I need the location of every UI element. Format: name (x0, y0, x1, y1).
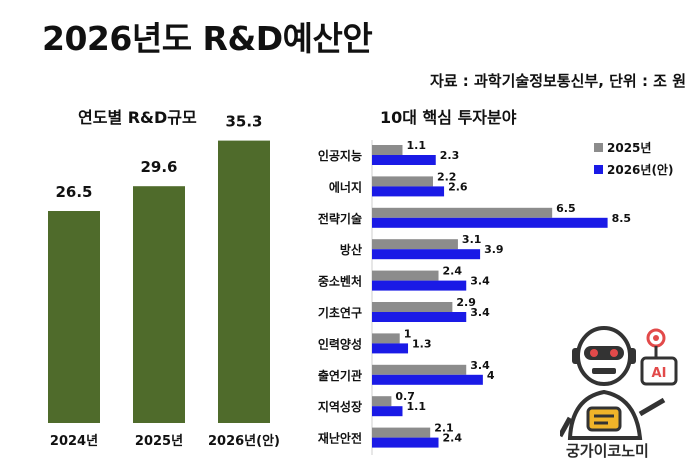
sector-category-label: 에너지 (329, 179, 362, 194)
value-label-2026: 2.4 (443, 432, 463, 445)
year-bar (133, 186, 185, 423)
bar-2025 (372, 364, 467, 375)
year-category-label: 2024년 (50, 434, 98, 449)
bar-2026 (372, 217, 608, 228)
bar-2026 (372, 186, 445, 197)
value-label-2025: 1 (404, 327, 412, 340)
bar-2025 (372, 427, 431, 438)
page-title: 2026년도 R&D예산안 (42, 19, 373, 58)
value-label-2025: 2.2 (437, 170, 457, 183)
bar-2025 (372, 176, 433, 187)
bar-2025 (372, 145, 403, 155)
bar-2025 (372, 207, 553, 218)
svg-text:AI: AI (652, 366, 667, 381)
value-label-2026: 3.4 (470, 306, 490, 319)
sector-category-label: 출연기관 (318, 368, 362, 383)
bar-2026 (372, 343, 409, 354)
value-label-2026: 2.3 (440, 149, 460, 162)
year-value-label: 26.5 (55, 183, 92, 201)
value-label-2026: 8.5 (612, 212, 632, 225)
value-label-2026: 4 (487, 369, 495, 382)
bar-2026 (372, 374, 483, 385)
brand-watermark: 궁가이코노미 (566, 442, 649, 460)
sector-category-label: 중소벤처 (318, 274, 362, 289)
bar-2026 (372, 249, 481, 260)
bar-2026 (372, 312, 467, 322)
value-label-2026: 2.6 (448, 180, 468, 193)
sector-category-label: 기초연구 (318, 305, 362, 320)
source-note: 자료 : 과학기술정보통신부, 단위 : 조 원 (429, 72, 686, 90)
value-label-2025: 3.4 (470, 359, 490, 372)
bar-2026 (372, 437, 439, 448)
bar-2025 (372, 239, 458, 250)
year-value-label: 35.3 (225, 113, 262, 131)
legend-label-2025: 2025년 (607, 141, 651, 155)
year-value-label: 29.6 (140, 158, 177, 176)
legend-swatch-2026 (594, 165, 603, 174)
value-label-2025: 2.4 (443, 265, 463, 278)
sector-category-label: 재난안전 (318, 431, 362, 446)
value-label-2025: 3.1 (462, 233, 482, 246)
sector-chart-title: 10대 핵심 투자분야 (380, 108, 517, 127)
legend-swatch-2025 (594, 143, 603, 152)
year-bar (48, 211, 100, 423)
year-bar (218, 140, 270, 423)
yearly-chart-title: 연도별 R&D규모 (78, 108, 197, 127)
bar-2025 (372, 396, 392, 407)
value-label-2025: 2.1 (434, 422, 454, 435)
value-label-2025: 1.1 (406, 139, 426, 152)
bar-2025 (372, 302, 453, 312)
bar-2025 (372, 270, 439, 281)
value-label-2026: 3.9 (484, 243, 504, 256)
sector-category-label: 인력양성 (318, 336, 362, 351)
sector-category-label: 전략기술 (318, 211, 362, 226)
bar-2026 (372, 406, 403, 417)
year-category-label: 2025년 (135, 434, 183, 449)
bar-2025 (372, 333, 400, 344)
value-label-2026: 1.3 (412, 337, 432, 350)
bar-2026 (372, 280, 467, 291)
bar-2026 (372, 155, 436, 165)
robot-icon: AI (560, 326, 678, 440)
legend-label-2026: 2026년(안) (607, 162, 673, 177)
value-label-2026: 3.4 (470, 275, 490, 288)
sector-category-label: 인공지능 (318, 148, 362, 163)
sector-category-label: 지역성장 (318, 399, 362, 414)
value-label-2026: 1.1 (406, 400, 426, 413)
sector-category-label: 방산 (340, 242, 362, 257)
year-category-label: 2026년(안) (208, 433, 280, 449)
value-label-2025: 0.7 (395, 390, 415, 403)
value-label-2025: 2.9 (456, 296, 476, 309)
value-label-2025: 6.5 (556, 202, 576, 215)
